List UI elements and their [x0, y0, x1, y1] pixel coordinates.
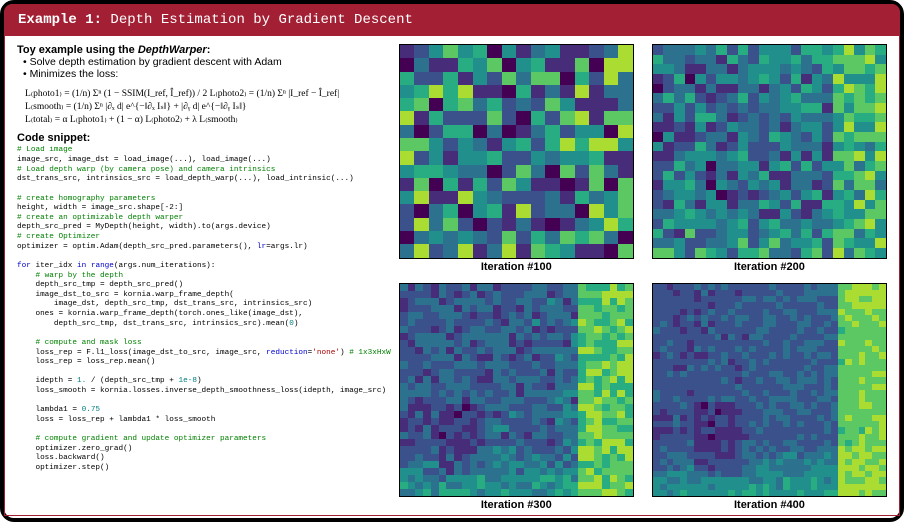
- intro-block: Toy example using the DepthWarper: Solve…: [17, 44, 391, 80]
- intro-bullet: Solve depth estimation by gradient desce…: [23, 56, 391, 68]
- caption-100: Iteration #100: [481, 261, 552, 273]
- left-column: Toy example using the DepthWarper: Solve…: [17, 44, 391, 511]
- code-snippet: # Load image image_src, image_dst = load…: [17, 146, 391, 473]
- intro-line1: Toy example using the DepthWarper:: [17, 44, 391, 56]
- caption-300: Iteration #300: [481, 499, 552, 511]
- depth-map-400: [652, 283, 887, 498]
- panel-iter-400: Iteration #400: [652, 283, 887, 512]
- intro-suffix: :: [207, 44, 211, 56]
- caption-400: Iteration #400: [734, 499, 805, 511]
- panel-iter-300: Iteration #300: [399, 283, 634, 512]
- example-header: Example 1: Depth Estimation by Gradient …: [4, 4, 900, 36]
- panel-iter-100: Iteration #100: [399, 44, 634, 273]
- example-title: Depth Estimation by Gradient Descent: [110, 12, 412, 28]
- content-area: Toy example using the DepthWarper: Solve…: [4, 36, 900, 516]
- intro-em: DepthWarper: [138, 44, 207, 56]
- right-column: Iteration #100 Iteration #200 Iteration …: [399, 44, 887, 511]
- depth-map-200: [652, 44, 887, 259]
- iteration-grid: Iteration #100 Iteration #200 Iteration …: [399, 44, 887, 511]
- depth-map-300: [399, 283, 634, 498]
- intro-bullet: Minimizes the loss:: [23, 68, 391, 80]
- code-snippet-label: Code snippet:: [17, 132, 391, 144]
- panel-iter-200: Iteration #200: [652, 44, 887, 273]
- loss-formulas: L₍photo1₎ = (1/n) Σⁿ (1 − SSIM(I_ref, Î_…: [25, 88, 389, 126]
- example-number: Example 1:: [18, 12, 102, 28]
- depth-map-100: [399, 44, 634, 259]
- intro-bullets: Solve depth estimation by gradient desce…: [23, 56, 391, 80]
- intro-prefix: Toy example using the: [17, 44, 138, 56]
- caption-200: Iteration #200: [734, 261, 805, 273]
